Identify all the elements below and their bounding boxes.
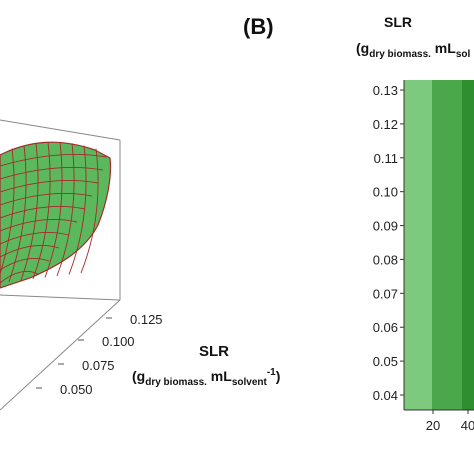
surface-grid bbox=[0, 142, 107, 284]
surface-mesh bbox=[0, 141, 112, 289]
contour-y-tick-label: 0.12 bbox=[373, 117, 398, 132]
contour-y-tick-label: 0.08 bbox=[373, 252, 398, 267]
left-unit-sub2: solvent bbox=[231, 377, 267, 388]
contour-band-1 bbox=[404, 80, 432, 410]
surface-fill bbox=[0, 141, 112, 289]
surface-grid-line bbox=[0, 148, 15, 276]
contour-y-tick-label: 0.05 bbox=[373, 354, 398, 369]
slr-axis: 0.125 0.100 0.075 0.050 bbox=[36, 312, 163, 397]
surface-box bbox=[0, 119, 121, 411]
contour-band-3 bbox=[462, 80, 474, 410]
box-floor-back bbox=[0, 294, 121, 301]
contour-x-tick-label: 40 bbox=[461, 418, 474, 433]
contour-x-ticks: 20 40 bbox=[426, 410, 474, 433]
left-unit-mid: mL bbox=[206, 368, 232, 384]
surface-grid-line bbox=[68, 145, 87, 275]
surface-grid-line bbox=[0, 271, 39, 284]
surface-grid-line bbox=[0, 206, 86, 219]
slr-tick-label: 0.100 bbox=[102, 334, 135, 349]
panel-label-b: (B) bbox=[243, 14, 274, 39]
contour-y-tick-label: 0.04 bbox=[373, 388, 398, 403]
surface-grid-line bbox=[32, 142, 51, 280]
surface-grid-line bbox=[0, 258, 50, 271]
slr-tick-label: 0.050 bbox=[60, 382, 93, 397]
surface-grid-line bbox=[0, 180, 98, 193]
surface-grid-line bbox=[0, 245, 60, 258]
contour-x-tick-label: 20 bbox=[426, 418, 440, 433]
right-axis-unit: (gdry biomass. mLsol bbox=[356, 40, 470, 60]
left-unit-sup: -1 bbox=[266, 367, 276, 378]
slr-tick-label: 0.125 bbox=[130, 312, 163, 327]
slr-tick-label: 0.075 bbox=[82, 358, 115, 373]
contour-y-tick-label: 0.06 bbox=[373, 320, 398, 335]
surface-grid-line bbox=[80, 148, 99, 274]
box-top-edge bbox=[0, 119, 121, 141]
box-floor-right bbox=[0, 299, 121, 411]
surface-grid-line bbox=[56, 143, 75, 277]
contour-y-tick-label: 0.11 bbox=[374, 151, 398, 166]
surface-grid-line bbox=[0, 218, 78, 232]
surface-grid-line bbox=[0, 154, 107, 167]
surface-grid-line bbox=[20, 143, 39, 281]
right-unit-sub1: dry biomass. bbox=[369, 49, 431, 60]
left-unit-close: ) bbox=[275, 368, 281, 384]
right-axis-title: SLR bbox=[384, 14, 412, 30]
surface-grid-line bbox=[8, 145, 27, 283]
left-unit-sub1: dry biomass. bbox=[145, 377, 207, 388]
left-axis-unit: (gdry biomass. mLsolvent-1) bbox=[132, 367, 281, 388]
contour-y-tick-label: 0.13 bbox=[373, 83, 398, 98]
left-unit-open: (g bbox=[132, 368, 146, 384]
right-unit-mid: mL bbox=[430, 40, 456, 56]
contour-y-tick-label: 0.07 bbox=[373, 286, 398, 301]
contour-band-2 bbox=[432, 80, 462, 410]
surface-grid-line bbox=[44, 142, 63, 278]
right-unit-open: (g bbox=[356, 40, 370, 56]
right-unit-sub2: sol bbox=[455, 49, 471, 60]
surface-grid-line bbox=[0, 231, 69, 245]
contour-y-tick-label: 0.10 bbox=[373, 185, 398, 200]
left-axis-title: SLR bbox=[199, 343, 229, 360]
contour-y-ticks: 0.13 0.12 0.11 0.10 0.09 0.08 0.07 0.06 0.05 0.04 bbox=[373, 83, 404, 403]
contour-y-tick-label: 0.09 bbox=[373, 219, 398, 234]
surface-grid-line bbox=[0, 167, 103, 180]
surface-grid-line bbox=[0, 193, 92, 206]
contour-plot: 0.13 0.12 0.11 0.10 0.09 0.08 0.07 0.06 0.05 0.04… bbox=[373, 80, 474, 433]
